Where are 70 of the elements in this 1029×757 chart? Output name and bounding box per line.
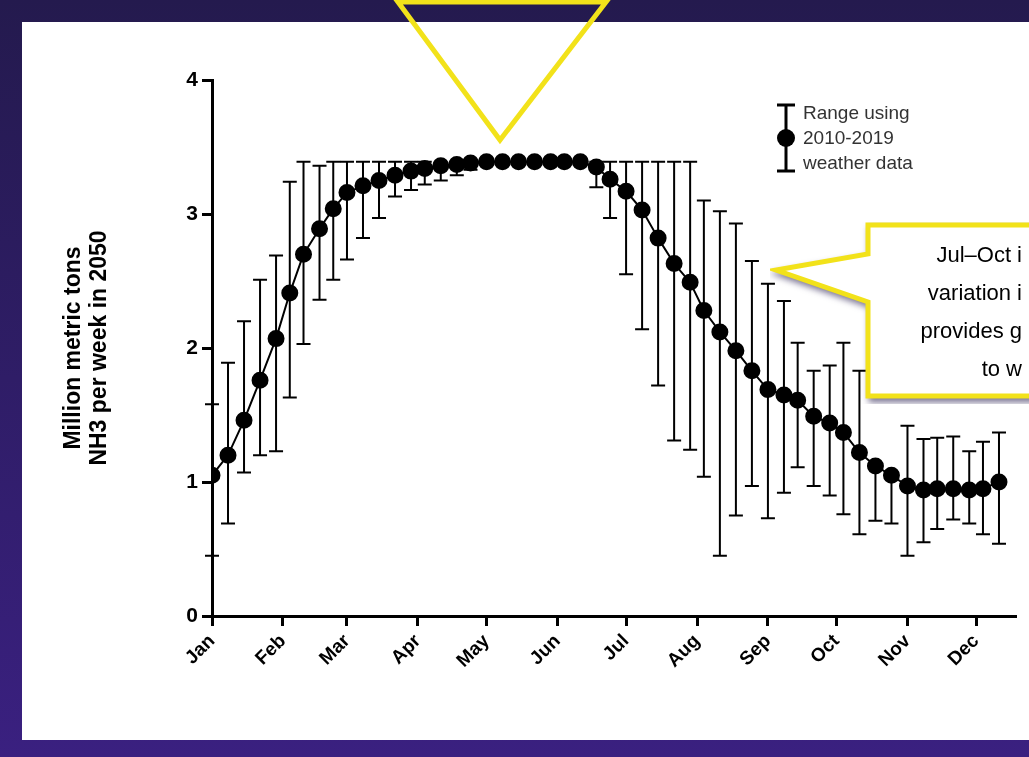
x-tick-label: Mar: [314, 629, 354, 669]
point: [571, 153, 589, 171]
point: [789, 391, 807, 409]
point: [649, 229, 667, 247]
x-tick-label: Apr: [386, 629, 425, 668]
point: [990, 473, 1008, 491]
point: [834, 423, 852, 441]
point: [295, 245, 313, 263]
point: [944, 480, 962, 498]
point: [555, 153, 573, 171]
y-tick-label: 1: [186, 468, 199, 492]
x-tick-label: May: [452, 629, 494, 671]
x-tick-label: Sep: [734, 629, 775, 670]
point: [324, 200, 342, 218]
point: [219, 446, 237, 464]
point: [370, 172, 388, 189]
x-tick-label: Jan: [180, 629, 219, 668]
point: [617, 182, 635, 200]
point: [866, 457, 884, 475]
point: [928, 480, 946, 498]
point: [665, 255, 683, 273]
point: [354, 177, 372, 195]
point: [416, 159, 434, 177]
x-tick-label: Dec: [943, 629, 983, 670]
point: [510, 153, 528, 171]
point: [601, 170, 619, 188]
point: [386, 166, 404, 184]
point: [914, 481, 932, 499]
y-tick-label: 2: [186, 334, 198, 358]
point: [711, 323, 729, 341]
x-tick-label: Oct: [805, 629, 844, 667]
point: [805, 407, 823, 425]
point: [882, 466, 900, 484]
point: [727, 342, 745, 360]
y-axis-title: Million metric tons NH3 per week in 2050: [58, 230, 112, 466]
x-tick-label: Nov: [873, 629, 915, 670]
point: [759, 381, 777, 399]
point: [267, 330, 285, 348]
point: [960, 481, 978, 499]
point: [462, 154, 480, 172]
point: [695, 301, 713, 319]
annotation: Jul–Oct i variation i provides g to w: [919, 241, 1022, 383]
point: [821, 414, 839, 432]
point: [898, 477, 916, 495]
x-tick-label: Jul: [598, 629, 633, 664]
point: [542, 153, 560, 171]
y-tick-label: 4: [186, 66, 199, 90]
point: [526, 153, 544, 171]
x-tick-label: Feb: [250, 629, 290, 669]
point: [743, 362, 761, 380]
point: [251, 371, 269, 389]
point: [633, 201, 651, 219]
point: [432, 157, 450, 175]
point: [448, 155, 466, 173]
point: [478, 153, 496, 171]
point: [974, 480, 992, 498]
point: [281, 284, 299, 302]
point: [681, 273, 699, 291]
y-tick-label: 3: [186, 200, 198, 224]
point: [775, 386, 793, 404]
point: [587, 158, 605, 176]
point: [402, 162, 420, 180]
point: [494, 153, 512, 171]
point: [850, 444, 868, 462]
point: [235, 411, 253, 429]
point: [311, 220, 329, 238]
legend-label: Range using 2010-2019 weather data: [803, 101, 914, 175]
point: [338, 184, 356, 202]
y-tick-label: 0: [186, 602, 198, 626]
x-tick-label: Jun: [525, 629, 564, 669]
